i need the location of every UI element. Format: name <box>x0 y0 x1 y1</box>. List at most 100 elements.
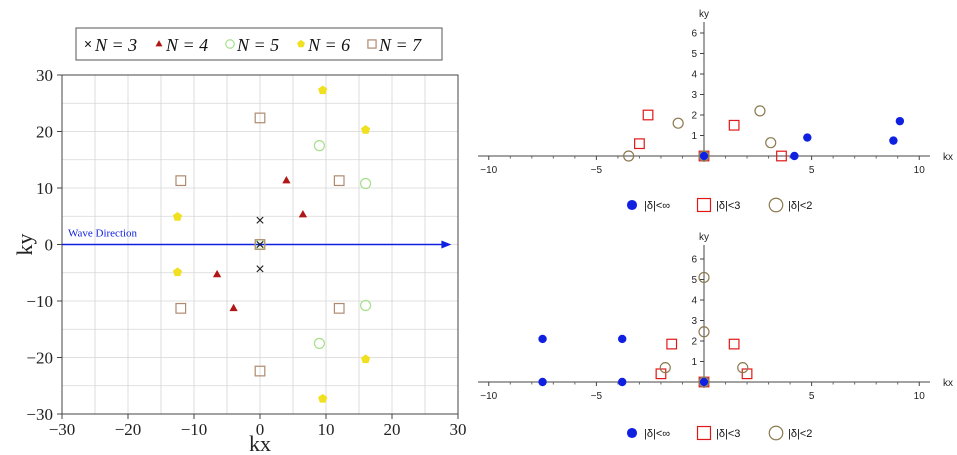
data-point-circle-open <box>754 105 766 117</box>
legend-label: N = 5 <box>236 35 279 55</box>
data-point-circle-filled <box>895 116 905 126</box>
legend-marker <box>297 39 305 48</box>
y-tick-label: 5 <box>691 49 697 60</box>
data-point-N5 <box>360 177 372 190</box>
legend-label: N = 7 <box>378 35 422 55</box>
x-tick-label: 0 <box>256 420 265 439</box>
data-point-N6 <box>361 354 371 364</box>
data-point-circle-filled <box>618 334 627 344</box>
data-point-circle-open <box>765 137 777 149</box>
legend-label: |δ|<∞ <box>644 200 670 212</box>
x-axis-label: kx <box>249 431 271 455</box>
data-point-N4 <box>282 176 291 184</box>
y-tick-label: 2 <box>691 111 697 122</box>
data-point-circle-filled <box>699 377 709 387</box>
y-tick-label: 0 <box>45 236 54 255</box>
data-point-N7 <box>175 302 187 314</box>
data-point-circle-open <box>698 376 710 388</box>
data-point-circle-filled <box>538 334 547 344</box>
y-tick-label: 4 <box>691 70 697 81</box>
data-point-N7 <box>333 302 345 314</box>
legend-label: |δ|<∞ <box>644 428 670 440</box>
data-point-square-open <box>666 338 678 350</box>
legend-marker <box>626 427 638 439</box>
data-point-N6 <box>361 125 371 134</box>
data-point-N5 <box>313 140 325 152</box>
y-tick-label: 1 <box>691 131 697 142</box>
y-axis-label: ky <box>12 234 37 256</box>
data-point-N4 <box>212 269 222 278</box>
x-tick-label: 30 <box>450 420 467 439</box>
y-tick-label: −10 <box>26 292 53 311</box>
x-tick-label: 10 <box>914 165 926 176</box>
y-axis-label: ky <box>699 232 709 243</box>
y-tick-label: 3 <box>691 316 697 327</box>
data-point-N6 <box>318 393 328 403</box>
legend-marker <box>768 425 784 441</box>
y-tick-label: 5 <box>691 275 697 286</box>
y-axis-label: ky <box>699 9 709 20</box>
data-point-circle-open <box>672 117 684 129</box>
legend-marker <box>155 40 163 47</box>
data-point-N4 <box>298 209 308 218</box>
x-axis-label: kx <box>943 152 953 163</box>
legend-label: |δ|<2 <box>788 428 812 440</box>
data-point-circle-filled <box>699 151 709 161</box>
data-point-square-open <box>634 138 645 150</box>
data-point-circle-filled <box>618 377 627 387</box>
x-tick-label: −10 <box>480 391 497 402</box>
legend-marker <box>367 39 377 49</box>
legend-marker <box>225 39 235 49</box>
data-point-N6 <box>172 212 183 221</box>
legend-box <box>75 27 443 61</box>
x-tick-label: 10 <box>318 420 335 439</box>
data-point-N7 <box>254 239 266 250</box>
data-point-square-open <box>776 150 787 162</box>
data-point-circle-open <box>698 326 710 338</box>
legend-marker <box>626 199 638 211</box>
data-point-N3 <box>256 216 264 224</box>
data-point-N3 <box>256 265 264 273</box>
legend-marker <box>696 197 712 213</box>
legend-marker <box>696 425 712 441</box>
y-tick-label: 4 <box>691 296 697 307</box>
y-tick-label: 6 <box>691 255 697 266</box>
y-tick-label: 30 <box>36 66 53 85</box>
data-point-circle-filled <box>538 377 547 387</box>
wave-direction-arrowhead <box>441 240 452 249</box>
data-point-N6 <box>318 85 328 95</box>
data-point-circle-filled <box>790 151 799 161</box>
y-tick-label: 2 <box>691 337 697 348</box>
data-point-circle-open <box>698 271 710 284</box>
y-tick-label: 3 <box>691 90 697 101</box>
legend-label: |δ|<3 <box>716 200 740 212</box>
x-tick-label: −20 <box>115 420 142 439</box>
data-point-N7 <box>333 175 345 187</box>
data-point-N7 <box>254 365 266 377</box>
x-tick-label: −10 <box>480 165 497 176</box>
data-point-N7 <box>175 175 187 187</box>
x-tick-label: −10 <box>181 420 208 439</box>
data-point-circle-filled <box>889 136 898 145</box>
x-tick-label: −30 <box>49 420 76 439</box>
wave-direction-label: Wave Direction <box>68 228 138 240</box>
data-point-circle-filled <box>803 133 812 142</box>
data-point-circle-open <box>737 362 749 374</box>
x-tick-label: −5 <box>591 165 603 176</box>
legend-marker <box>768 197 784 213</box>
legend-marker <box>84 40 92 48</box>
x-tick-label: 5 <box>809 165 815 176</box>
data-point-square-open <box>642 109 654 121</box>
x-tick-label: 10 <box>914 391 926 402</box>
data-point-circle-open <box>698 150 710 162</box>
x-tick-label: −5 <box>591 391 603 402</box>
legend-label: |δ|<3 <box>716 428 740 440</box>
y-tick-label: 6 <box>691 29 697 40</box>
legend-label: N = 6 <box>307 35 350 55</box>
y-tick-label: 10 <box>36 179 53 198</box>
y-tick-label: −20 <box>26 349 53 368</box>
y-tick-label: 20 <box>36 123 53 142</box>
data-point-N5 <box>360 299 372 312</box>
x-tick-label: 5 <box>809 391 815 402</box>
